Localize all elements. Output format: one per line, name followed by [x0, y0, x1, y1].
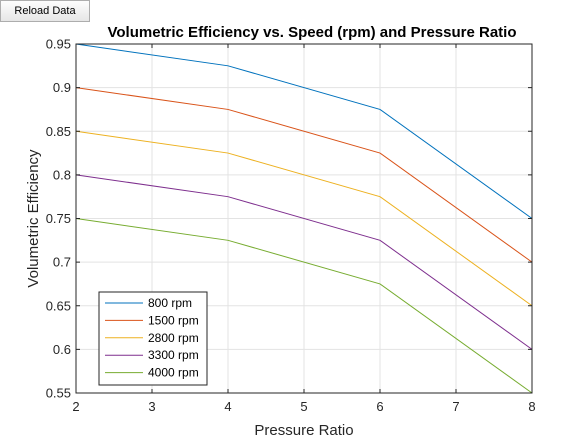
y-tick-label: 0.8: [53, 167, 71, 182]
y-axis-label: Volumetric Efficiency: [25, 149, 42, 288]
legend: 800 rpm 1500 rpm 2800 rpm 3300 rpm 4000 rpm: [98, 291, 208, 386]
x-tick-label: 3: [148, 399, 155, 414]
legend-entry-label: 1500 rpm: [148, 313, 199, 327]
x-tick-label: 6: [376, 399, 383, 414]
y-tick-label: 0.9: [53, 80, 71, 95]
x-tick-label: 8: [528, 399, 535, 414]
series-line-2: [75, 87, 533, 263]
legend-box: [98, 291, 208, 386]
x-tick-label: 2: [72, 399, 79, 414]
legend-entry-label: 800 rpm: [148, 296, 192, 310]
series-lines: [75, 43, 533, 394]
y-tick-label: 0.65: [46, 298, 71, 313]
y-tick-label: 0.95: [46, 37, 71, 52]
series-line-1: [75, 43, 533, 219]
series-line-3: [75, 130, 533, 307]
x-axis-label: Pressure Ratio: [254, 422, 353, 439]
series-line-5: [75, 218, 533, 394]
reload-data-button[interactable]: Reload Data: [0, 0, 90, 22]
axis-ticks: 2 3 4 5 6 7 8 0.55 0.6 0.65 0.7 0.75 0.8 0.85 0.9 0.95: [46, 37, 536, 415]
legend-entry-label: 4000 rpm: [148, 366, 199, 380]
legend-entry-label: 3300 rpm: [148, 348, 199, 362]
x-tick-label: 5: [300, 399, 307, 414]
legend-entry-label: 2800 rpm: [148, 331, 199, 345]
y-tick-label: 0.85: [46, 124, 71, 139]
chart-title: Volumetric Efficiency vs. Speed (rpm) an…: [107, 24, 516, 41]
y-tick-label: 0.6: [53, 342, 71, 357]
x-tick-label: 7: [452, 399, 459, 414]
series-line-4: [75, 174, 533, 350]
y-tick-label: 0.75: [46, 211, 71, 226]
x-tick-label: 4: [224, 399, 231, 414]
y-tick-label: 0.7: [53, 255, 71, 270]
y-tick-label: 0.55: [46, 386, 71, 401]
